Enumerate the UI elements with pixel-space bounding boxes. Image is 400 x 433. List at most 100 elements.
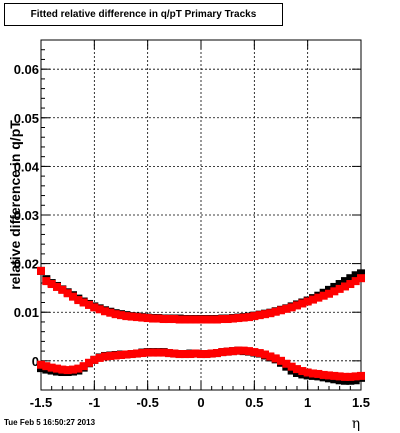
data-point xyxy=(309,369,317,378)
data-point xyxy=(282,304,291,313)
data-point xyxy=(287,362,296,371)
data-point xyxy=(58,285,67,294)
data-point xyxy=(351,277,360,286)
data-point xyxy=(143,348,152,357)
data-point xyxy=(159,348,168,357)
data-point xyxy=(202,315,211,324)
data-point xyxy=(213,315,221,324)
data-point xyxy=(330,371,339,380)
data-point xyxy=(346,274,355,283)
data-point xyxy=(53,282,61,291)
data-point xyxy=(133,313,141,322)
data-point xyxy=(261,350,269,359)
data-point xyxy=(101,307,109,316)
data-point xyxy=(122,350,131,359)
data-point xyxy=(117,351,125,359)
data-point xyxy=(255,311,264,320)
data-point xyxy=(53,364,61,373)
data-point xyxy=(351,271,360,280)
data-point xyxy=(271,354,280,363)
data-point xyxy=(101,352,109,361)
data-point xyxy=(357,371,365,380)
data-point xyxy=(298,299,307,308)
data-point xyxy=(154,348,163,357)
data-point xyxy=(117,311,125,320)
data-point xyxy=(170,315,179,324)
data-point xyxy=(250,348,259,357)
x-axis-label: η xyxy=(352,416,360,432)
x-tick-label: 1 xyxy=(304,395,311,410)
data-point xyxy=(85,358,93,367)
data-point xyxy=(37,266,45,275)
data-point xyxy=(106,351,115,360)
data-point xyxy=(271,307,280,316)
data-point xyxy=(95,353,104,362)
data-point xyxy=(63,289,72,298)
data-point xyxy=(181,315,189,324)
data-point xyxy=(47,280,56,289)
y-tick-label: 0.06 xyxy=(14,62,39,77)
data-point xyxy=(69,365,77,374)
data-point xyxy=(357,269,365,278)
data-point xyxy=(335,284,344,293)
data-point xyxy=(159,315,168,324)
data-point xyxy=(47,363,56,372)
data-point xyxy=(79,298,88,307)
data-point xyxy=(154,314,163,323)
data-point xyxy=(245,313,253,322)
data-point xyxy=(111,310,120,319)
data-point xyxy=(42,277,51,286)
data-point xyxy=(111,351,120,360)
data-point xyxy=(58,365,67,374)
x-tick-label: -1 xyxy=(89,395,101,410)
data-point xyxy=(191,315,200,324)
data-point xyxy=(42,362,51,371)
data-point xyxy=(74,296,83,305)
data-point xyxy=(266,309,275,318)
data-point xyxy=(191,349,200,358)
data-point xyxy=(133,349,141,358)
data-point xyxy=(197,315,205,324)
y-tick-label: 0.02 xyxy=(14,257,39,272)
data-point xyxy=(213,349,221,358)
data-point xyxy=(127,312,136,321)
data-point xyxy=(181,350,189,359)
data-point xyxy=(90,355,99,364)
data-point xyxy=(351,372,360,381)
data-point xyxy=(170,349,179,358)
data-point xyxy=(341,282,349,291)
data-point xyxy=(282,359,291,368)
y-tick-label: 0.01 xyxy=(14,305,39,320)
x-tick-label: -0.5 xyxy=(136,395,158,410)
data-point xyxy=(303,297,312,306)
data-point xyxy=(175,350,184,359)
y-axis-label: relative difference in q/pT xyxy=(7,120,23,290)
data-point xyxy=(298,367,307,376)
data-point xyxy=(341,277,349,286)
data-point xyxy=(357,274,365,283)
x-tick-label: 1.5 xyxy=(352,395,370,410)
data-point xyxy=(90,303,99,312)
data-point xyxy=(223,347,232,356)
data-point xyxy=(261,310,269,319)
y-tick-label: 0.04 xyxy=(14,159,40,174)
data-point xyxy=(207,349,216,358)
data-point xyxy=(255,349,264,358)
data-point xyxy=(229,314,237,323)
data-point xyxy=(106,308,115,317)
data-point xyxy=(245,347,253,356)
data-point xyxy=(346,280,355,289)
data-point xyxy=(218,315,227,324)
data-point xyxy=(335,372,344,381)
data-point xyxy=(239,313,248,322)
data-point xyxy=(293,365,301,374)
data-point xyxy=(330,287,339,296)
data-point xyxy=(277,356,285,365)
data-point xyxy=(250,312,259,321)
data-point xyxy=(314,293,323,302)
data-point xyxy=(74,364,83,373)
y-tick-label: 0 xyxy=(32,354,39,369)
data-point xyxy=(319,291,328,300)
data-point xyxy=(335,280,344,289)
